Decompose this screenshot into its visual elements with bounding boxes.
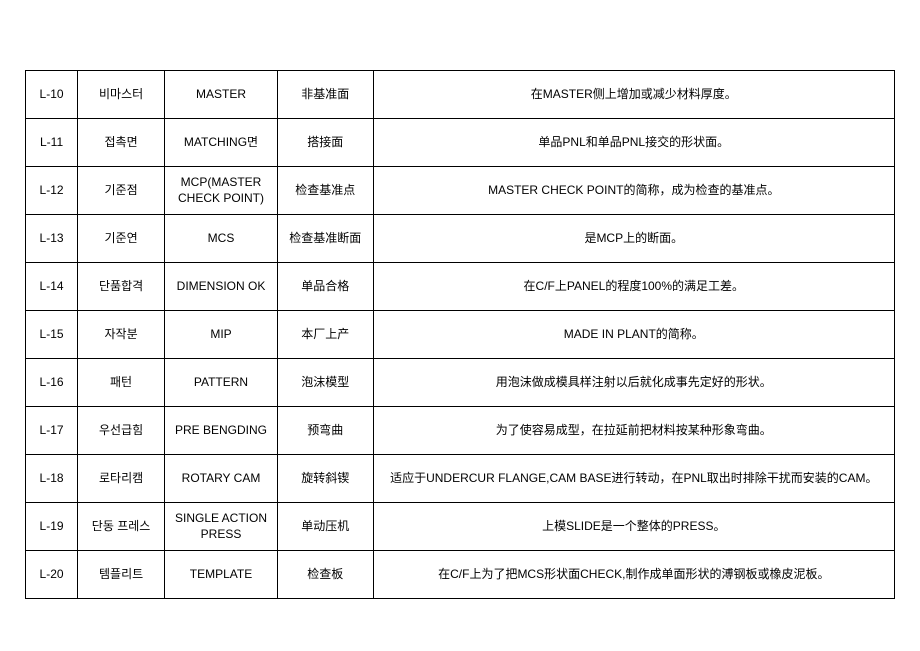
table-row: L-16패턴PATTERN泡沫模型用泡沫做成模具样注射以后就化成事先定好的形状。 (26, 359, 895, 407)
cell-chinese-term: 检查基准断面 (277, 215, 373, 263)
cell-code: L-12 (26, 167, 78, 215)
cell-english: DIMENSION OK (165, 263, 278, 311)
cell-korean: 기준연 (78, 215, 165, 263)
cell-chinese-term: 旋转斜锲 (277, 455, 373, 503)
table-row: L-13기준연MCS检查基准断面是MCP上的断面。 (26, 215, 895, 263)
cell-chinese-term: 单动压机 (277, 503, 373, 551)
table-row: L-14단품합격DIMENSION OK单品合格在C/F上PANEL的程度100… (26, 263, 895, 311)
cell-chinese-term: 检查基准点 (277, 167, 373, 215)
cell-korean: 단동 프레스 (78, 503, 165, 551)
cell-korean: 기준점 (78, 167, 165, 215)
table-row: L-18로타리캠ROTARY CAM旋转斜锲适应于UNDERCUR FLANGE… (26, 455, 895, 503)
cell-description: 为了使容易成型，在拉延前把材料按某种形象弯曲。 (373, 407, 894, 455)
cell-code: L-13 (26, 215, 78, 263)
cell-code: L-16 (26, 359, 78, 407)
cell-english: TEMPLATE (165, 551, 278, 599)
terms-table: L-10비마스터MASTER非基准面在MASTER侧上增加或减少材料厚度。L-1… (25, 70, 895, 599)
cell-english: PATTERN (165, 359, 278, 407)
cell-english: MATCHING면 (165, 119, 278, 167)
cell-korean: 템플리트 (78, 551, 165, 599)
cell-english: MIP (165, 311, 278, 359)
cell-chinese-term: 检查板 (277, 551, 373, 599)
cell-code: L-14 (26, 263, 78, 311)
cell-english: SINGLE ACTION PRESS (165, 503, 278, 551)
cell-description: 在C/F上为了把MCS形状面CHECK,制作成单面形状的溥钢板或橡皮泥板。 (373, 551, 894, 599)
cell-korean: 비마스터 (78, 71, 165, 119)
cell-chinese-term: 本厂上产 (277, 311, 373, 359)
cell-chinese-term: 泡沫模型 (277, 359, 373, 407)
cell-english: ROTARY CAM (165, 455, 278, 503)
cell-description: MASTER CHECK POINT的简称，成为检查的基准点。 (373, 167, 894, 215)
cell-description: 是MCP上的断面。 (373, 215, 894, 263)
cell-code: L-11 (26, 119, 78, 167)
cell-code: L-20 (26, 551, 78, 599)
cell-code: L-18 (26, 455, 78, 503)
cell-english: MCP(MASTER CHECK POINT) (165, 167, 278, 215)
cell-chinese-term: 非基准面 (277, 71, 373, 119)
cell-code: L-15 (26, 311, 78, 359)
cell-code: L-17 (26, 407, 78, 455)
cell-description: MADE IN PLANT的简称。 (373, 311, 894, 359)
cell-description: 在MASTER侧上增加或减少材料厚度。 (373, 71, 894, 119)
table-row: L-10비마스터MASTER非基准面在MASTER侧上增加或减少材料厚度。 (26, 71, 895, 119)
cell-english: MASTER (165, 71, 278, 119)
cell-code: L-10 (26, 71, 78, 119)
cell-korean: 자작분 (78, 311, 165, 359)
cell-korean: 로타리캠 (78, 455, 165, 503)
cell-description: 用泡沫做成模具样注射以后就化成事先定好的形状。 (373, 359, 894, 407)
table-row: L-19단동 프레스SINGLE ACTION PRESS单动压机上模SLIDE… (26, 503, 895, 551)
cell-code: L-19 (26, 503, 78, 551)
table-row: L-15자작분MIP本厂上产MADE IN PLANT的简称。 (26, 311, 895, 359)
cell-description: 单品PNL和单品PNL接交的形状面。 (373, 119, 894, 167)
cell-description: 适应于UNDERCUR FLANGE,CAM BASE进行转动，在PNL取出时排… (373, 455, 894, 503)
table-row: L-20템플리트TEMPLATE检查板在C/F上为了把MCS形状面CHECK,制… (26, 551, 895, 599)
cell-korean: 접촉면 (78, 119, 165, 167)
cell-korean: 우선급힘 (78, 407, 165, 455)
terms-table-wrapper: L-10비마스터MASTER非基准面在MASTER侧上增加或减少材料厚度。L-1… (25, 70, 895, 599)
table-row: L-12기준점MCP(MASTER CHECK POINT)检查基准点MASTE… (26, 167, 895, 215)
cell-chinese-term: 搭接面 (277, 119, 373, 167)
cell-korean: 단품합격 (78, 263, 165, 311)
cell-chinese-term: 单品合格 (277, 263, 373, 311)
cell-english: MCS (165, 215, 278, 263)
cell-description: 上模SLIDE是一个整体的PRESS。 (373, 503, 894, 551)
cell-english: PRE BENGDING (165, 407, 278, 455)
table-row: L-11접촉면MATCHING면搭接面单品PNL和单品PNL接交的形状面。 (26, 119, 895, 167)
cell-korean: 패턴 (78, 359, 165, 407)
cell-description: 在C/F上PANEL的程度100%的满足工差。 (373, 263, 894, 311)
cell-chinese-term: 预弯曲 (277, 407, 373, 455)
table-row: L-17우선급힘PRE BENGDING预弯曲为了使容易成型，在拉延前把材料按某… (26, 407, 895, 455)
